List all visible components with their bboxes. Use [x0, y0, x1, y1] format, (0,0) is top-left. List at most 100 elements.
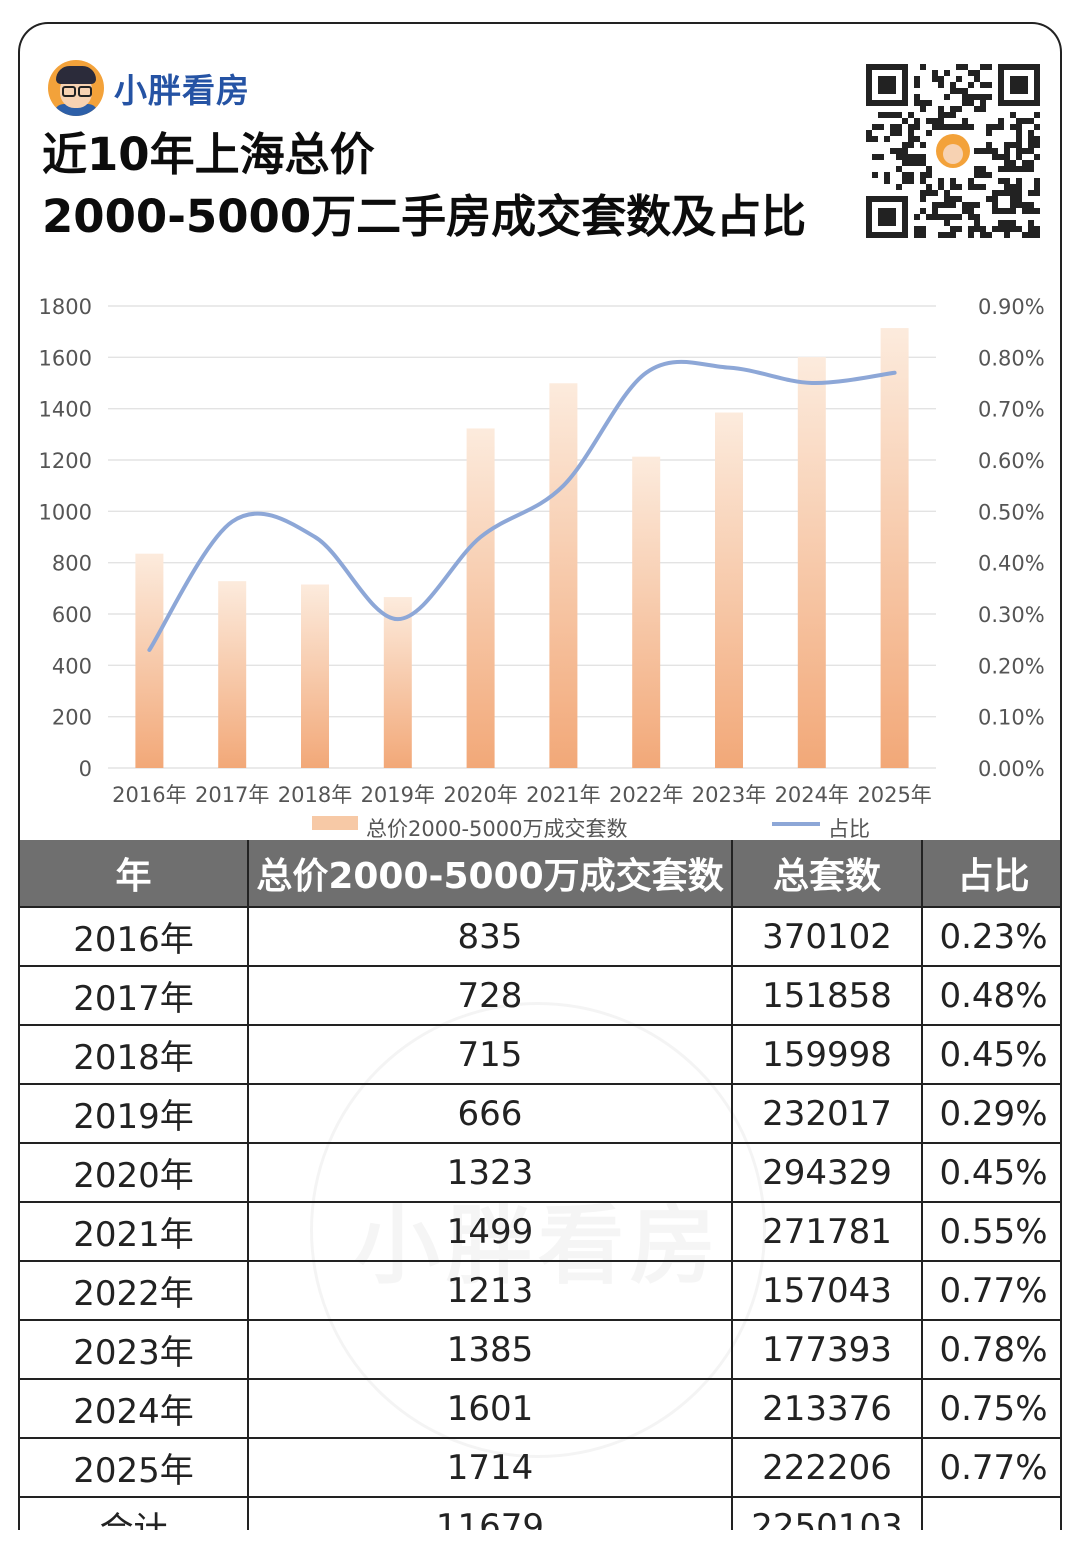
- data-table: 年总价2000-5000万成交套数 总套数 占比 2016年 835 370102 0.2…: [20, 840, 1060, 1530]
- x-tick-label: 2018年: [278, 783, 352, 807]
- x-tick-label: 2016年: [112, 783, 186, 807]
- y2-tick-label: 0.20%: [978, 654, 1045, 678]
- table-cell: 2024年: [20, 1378, 248, 1438]
- table-cell: 2020年: [20, 1142, 248, 1202]
- bar-8: [715, 412, 743, 768]
- table-cell: 271781: [731, 1201, 922, 1261]
- table-cell: 835: [247, 906, 732, 966]
- bar-1: [135, 553, 164, 768]
- table-cell: 370102: [731, 906, 922, 966]
- bar-7: [632, 456, 661, 768]
- table-cell: 2019年: [20, 1083, 248, 1143]
- table-cell: 0.55%: [921, 1201, 1060, 1261]
- brand: 小胖看房: [48, 60, 250, 116]
- table-cell: 0.78%: [921, 1319, 1060, 1379]
- table-row: 2023年 1385 177393 0.78%: [20, 1319, 1060, 1379]
- page-title: 近10年上海总价 2000-5000万二手房成交套数及占比: [42, 124, 806, 248]
- table-row: 2019年 666 232017 0.29%: [20, 1083, 1060, 1143]
- table-cell: 1601: [247, 1378, 732, 1438]
- x-tick-label: 2019年: [361, 783, 435, 807]
- x-tick-label: 2017年: [195, 783, 269, 807]
- x-tick-label: 2021年: [526, 783, 600, 807]
- table-cell: 151858: [731, 965, 922, 1025]
- table-header-cell: 总价2000-5000万成交套数: [247, 840, 732, 907]
- bar-10: [880, 328, 909, 768]
- table-cell: 159998: [731, 1024, 922, 1084]
- table-header-cell: 占比: [921, 840, 1060, 907]
- table-cell: 728: [247, 965, 732, 1025]
- bar-6: [549, 383, 578, 768]
- table-row: 2017年 728 151858 0.48%: [20, 965, 1060, 1025]
- brand-name: 小胖看房: [114, 71, 250, 110]
- table-cell: 666: [247, 1083, 732, 1143]
- table-cell: 177393: [731, 1319, 922, 1379]
- bar-9: [797, 357, 826, 768]
- table-cell: 0.23%: [921, 906, 1060, 966]
- y-tick-label: 1800: [39, 295, 92, 319]
- table-cell: 2021年: [20, 1201, 248, 1261]
- table-cell: 0.45%: [921, 1024, 1060, 1084]
- table-cell: 0.29%: [921, 1083, 1060, 1143]
- table-cell: 1323: [247, 1142, 732, 1202]
- qr-code-icon: [866, 64, 1040, 238]
- table-row: 2016年 835 370102 0.23%: [20, 906, 1060, 966]
- y-tick-label: 1400: [39, 398, 92, 422]
- table-row: 2024年 1601 213376 0.75%: [20, 1378, 1060, 1438]
- table-cell: 1385: [247, 1319, 732, 1379]
- table-cell: 0.75%: [921, 1378, 1060, 1438]
- infographic-card: 小胖看房 近10年上海总价 2000-5000万二手房成交套数及占比 0 200 4…: [18, 22, 1062, 1530]
- bar-4: [383, 597, 412, 768]
- x-tick-label: 2020年: [443, 783, 517, 807]
- avatar-icon: [48, 60, 104, 116]
- table-cell: 0.45%: [921, 1142, 1060, 1202]
- table-cell: 合计: [20, 1496, 248, 1530]
- table-cell: [921, 1496, 1060, 1530]
- table-total-row: 合计 11679 2250103: [20, 1496, 1060, 1530]
- table-cell: 2023年: [20, 1319, 248, 1379]
- y2-tick-label: 0.00%: [978, 757, 1045, 781]
- table-cell: 2022年: [20, 1260, 248, 1320]
- table-header-cell: 年: [20, 840, 248, 907]
- table-cell: 1714: [247, 1437, 732, 1497]
- table-cell: 11679: [247, 1496, 732, 1530]
- bar-3: [301, 584, 329, 768]
- table-cell: 232017: [731, 1083, 922, 1143]
- x-tick-label: 2023年: [692, 783, 766, 807]
- table-row: 2020年 1323 294329 0.45%: [20, 1142, 1060, 1202]
- bar-5: [466, 428, 495, 768]
- table-header-cell: 总套数: [731, 840, 922, 907]
- table-cell: 715: [247, 1024, 732, 1084]
- legend-bar-label: 总价2000-5000万成交套数: [366, 817, 627, 840]
- table-cell: 222206: [731, 1437, 922, 1497]
- y2-tick-label: 0.70%: [978, 398, 1045, 422]
- y-tick-label: 800: [52, 552, 92, 576]
- legend-bar-swatch: [312, 816, 358, 830]
- y-tick-label: 200: [52, 706, 92, 730]
- y-tick-label: 1600: [39, 346, 92, 370]
- table-cell: 157043: [731, 1260, 922, 1320]
- y2-tick-label: 0.50%: [978, 500, 1045, 524]
- y2-tick-label: 0.10%: [978, 706, 1045, 730]
- table-cell: 2016年: [20, 906, 248, 966]
- table-cell: 2025年: [20, 1437, 248, 1497]
- y2-tick-label: 0.40%: [978, 552, 1045, 576]
- y-tick-label: 1200: [39, 449, 92, 473]
- y-tick-label: 600: [52, 603, 92, 627]
- combo-chart: 0 200 400 600 800 1000 1200 1400 1600 1800 0.00% 0.…: [39, 295, 1045, 840]
- x-tick-label: 2024年: [775, 783, 849, 807]
- y2-tick-label: 0.60%: [978, 449, 1045, 473]
- x-tick-label: 2022年: [609, 783, 683, 807]
- y2-tick-label: 0.80%: [978, 346, 1045, 370]
- x-tick-label: 2025年: [857, 783, 931, 807]
- y2-tick-label: 0.90%: [978, 295, 1045, 319]
- table-cell: 2250103: [731, 1496, 922, 1530]
- table-row: 2021年 1499 271781 0.55%: [20, 1201, 1060, 1261]
- table-row: 2025年 1714 222206 0.77%: [20, 1437, 1060, 1497]
- y-tick-label: 400: [52, 654, 92, 678]
- table-cell: 1499: [247, 1201, 732, 1261]
- y2-tick-label: 0.30%: [978, 603, 1045, 627]
- table-cell: 294329: [731, 1142, 922, 1202]
- y-tick-label: 1000: [39, 500, 92, 524]
- table-cell: 0.77%: [921, 1437, 1060, 1497]
- table-header-row: 年总价2000-5000万成交套数 总套数 占比: [20, 840, 1060, 907]
